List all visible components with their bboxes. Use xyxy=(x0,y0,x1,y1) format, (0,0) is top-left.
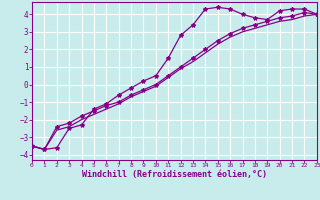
X-axis label: Windchill (Refroidissement éolien,°C): Windchill (Refroidissement éolien,°C) xyxy=(82,170,267,179)
